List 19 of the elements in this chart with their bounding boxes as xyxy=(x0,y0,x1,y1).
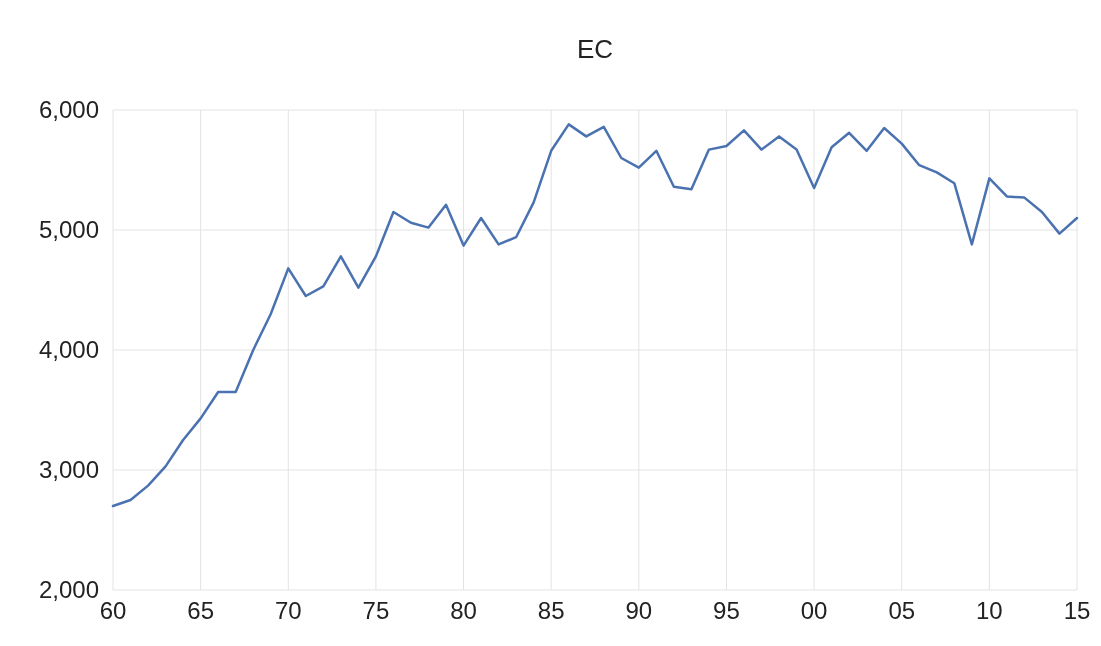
x-tick-label: 10 xyxy=(976,597,1003,624)
y-tick-label: 2,000 xyxy=(38,576,99,604)
y-tick-label: 4,000 xyxy=(38,336,99,364)
chart-title: EC xyxy=(576,34,614,64)
x-tick-label: 75 xyxy=(362,597,390,624)
x-tick-label: 85 xyxy=(537,597,565,624)
x-tick-label: 65 xyxy=(187,597,214,624)
y-tick-label: 3,000 xyxy=(38,456,99,484)
x-tick-label: 05 xyxy=(888,597,916,624)
x-tick-label: 90 xyxy=(625,597,653,624)
x-tick-label: 95 xyxy=(713,597,740,624)
x-tick-label: 15 xyxy=(1063,597,1091,624)
x-tick-label: 80 xyxy=(450,597,477,624)
y-tick-label: 6,000 xyxy=(38,96,99,124)
line-series xyxy=(111,123,1079,508)
x-tick-label: 70 xyxy=(274,597,302,624)
x-tick-label: 60 xyxy=(99,597,127,624)
y-tick-label: 5,000 xyxy=(38,216,99,244)
x-tick-label: 00 xyxy=(800,597,828,624)
